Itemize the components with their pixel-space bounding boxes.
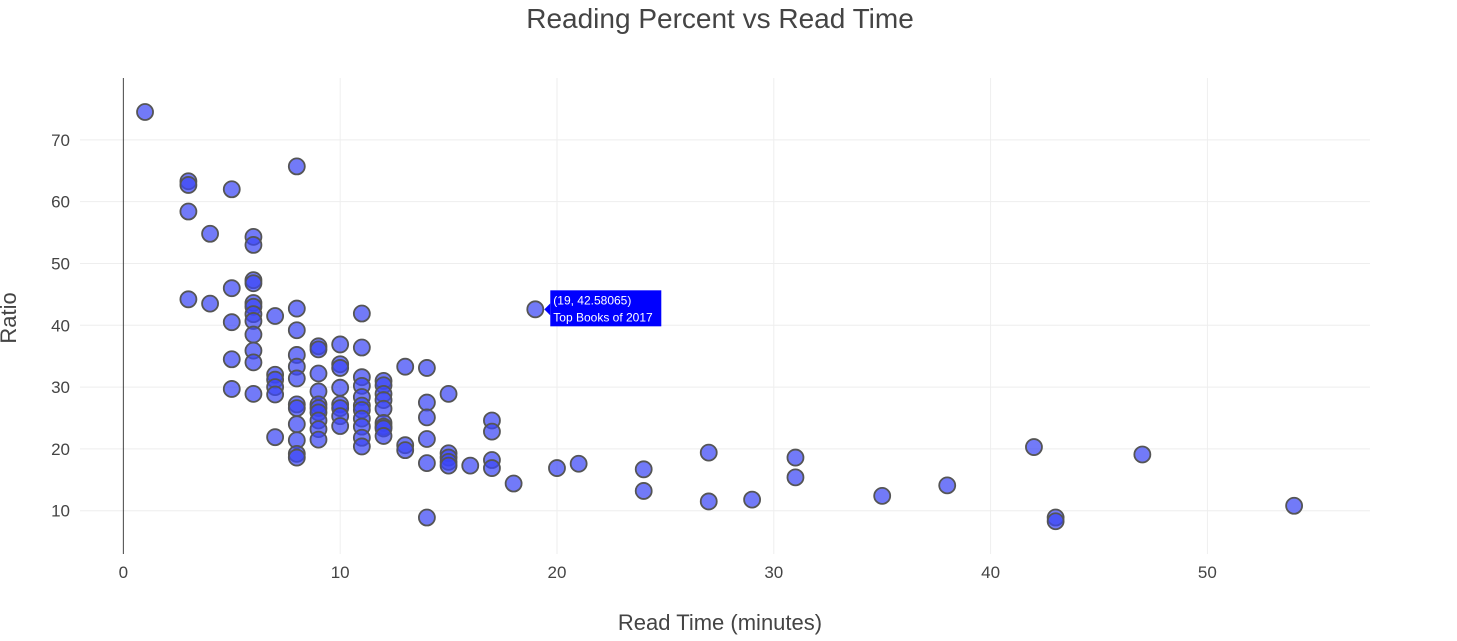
data-point[interactable] xyxy=(352,304,371,323)
data-point[interactable] xyxy=(201,294,219,313)
data-point[interactable] xyxy=(222,350,241,369)
data-point[interactable] xyxy=(526,300,545,319)
data-point[interactable] xyxy=(244,274,263,293)
data-point[interactable] xyxy=(331,335,350,354)
data-point[interactable] xyxy=(309,340,328,359)
data-point[interactable] xyxy=(309,364,328,383)
data-point[interactable] xyxy=(331,378,350,397)
data-point[interactable] xyxy=(352,437,371,456)
data-points[interactable] xyxy=(136,103,1304,531)
data-point[interactable] xyxy=(439,456,458,475)
data-point[interactable] xyxy=(699,443,718,462)
data-point[interactable] xyxy=(938,476,957,495)
data-point[interactable] xyxy=(266,307,285,325)
y-tick-label: 30 xyxy=(51,378,70,397)
tooltip-box xyxy=(550,290,662,327)
y-tick-label: 40 xyxy=(51,316,70,335)
x-tick-label: 0 xyxy=(119,563,128,582)
data-point[interactable] xyxy=(244,325,263,344)
data-point[interactable] xyxy=(222,279,241,298)
data-point[interactable] xyxy=(287,299,306,318)
data-point[interactable] xyxy=(179,290,198,309)
data-point[interactable] xyxy=(504,474,523,493)
x-tick-label: 20 xyxy=(548,563,567,582)
data-point[interactable] xyxy=(417,359,436,377)
data-point[interactable] xyxy=(417,454,436,473)
tooltip-pointer xyxy=(544,303,551,316)
data-point[interactable] xyxy=(439,384,458,403)
x-tick-label: 40 xyxy=(981,563,1000,582)
data-point[interactable] xyxy=(287,157,306,176)
data-point[interactable] xyxy=(309,430,328,449)
data-point[interactable] xyxy=(244,353,263,372)
data-point[interactable] xyxy=(331,417,350,435)
data-point[interactable] xyxy=(786,448,805,467)
data-point[interactable] xyxy=(417,393,436,412)
data-point[interactable] xyxy=(417,408,436,427)
data-point[interactable] xyxy=(287,415,306,434)
data-point[interactable] xyxy=(569,454,588,473)
y-tick-label: 70 xyxy=(51,131,70,150)
data-point[interactable] xyxy=(699,492,718,511)
data-point[interactable] xyxy=(396,441,415,460)
chart-title: Reading Percent vs Read Time xyxy=(526,3,914,34)
x-tick-label: 30 xyxy=(764,563,783,582)
y-tick-label: 60 xyxy=(51,193,70,212)
data-point[interactable] xyxy=(331,359,350,377)
data-point[interactable] xyxy=(287,399,306,418)
data-point[interactable] xyxy=(1025,438,1043,456)
data-point[interactable] xyxy=(287,321,306,340)
data-point[interactable] xyxy=(461,456,480,475)
data-point[interactable] xyxy=(287,448,306,467)
data-point[interactable] xyxy=(1133,445,1152,464)
data-point[interactable] xyxy=(396,357,415,376)
data-point[interactable] xyxy=(179,202,198,221)
data-point[interactable] xyxy=(287,369,306,388)
y-tick-label: 10 xyxy=(51,502,70,521)
data-point[interactable] xyxy=(634,482,653,500)
tick-labels: 0 10 20 30 40 50 10 20 30 40 50 60 70 xyxy=(51,131,1217,582)
data-point[interactable] xyxy=(634,460,653,479)
data-point[interactable] xyxy=(222,180,241,199)
x-tick-label: 50 xyxy=(1198,563,1217,582)
y-tick-label: 20 xyxy=(51,440,70,459)
hover-tooltip: (19, 42.58065) Top Books of 2017 xyxy=(544,290,662,327)
data-point[interactable] xyxy=(266,428,285,447)
tooltip-series-name: Top Books of 2017 xyxy=(553,310,653,324)
x-axis-title: Read Time (minutes) xyxy=(618,610,822,635)
data-point[interactable] xyxy=(222,313,241,332)
data-point[interactable] xyxy=(1046,512,1065,531)
data-point[interactable] xyxy=(417,430,436,448)
data-point[interactable] xyxy=(743,490,762,509)
data-point[interactable] xyxy=(136,103,154,121)
data-point[interactable] xyxy=(222,380,241,398)
data-point[interactable] xyxy=(786,468,805,487)
data-point[interactable] xyxy=(179,176,198,194)
y-axis-title: Ratio xyxy=(0,292,21,343)
data-point[interactable] xyxy=(1285,496,1304,515)
data-point[interactable] xyxy=(244,236,263,254)
data-point[interactable] xyxy=(548,459,566,477)
data-point[interactable] xyxy=(873,486,892,505)
data-point[interactable] xyxy=(352,338,371,357)
y-tick-label: 50 xyxy=(51,254,70,273)
data-point[interactable] xyxy=(483,459,501,477)
x-tick-label: 10 xyxy=(331,563,350,582)
data-point[interactable] xyxy=(483,422,501,441)
data-point[interactable] xyxy=(266,385,285,404)
data-point[interactable] xyxy=(244,384,263,403)
tooltip-coordinates: (19, 42.58065) xyxy=(553,293,631,307)
data-point[interactable] xyxy=(201,224,219,243)
data-point[interactable] xyxy=(417,508,436,527)
data-point[interactable] xyxy=(374,427,393,445)
